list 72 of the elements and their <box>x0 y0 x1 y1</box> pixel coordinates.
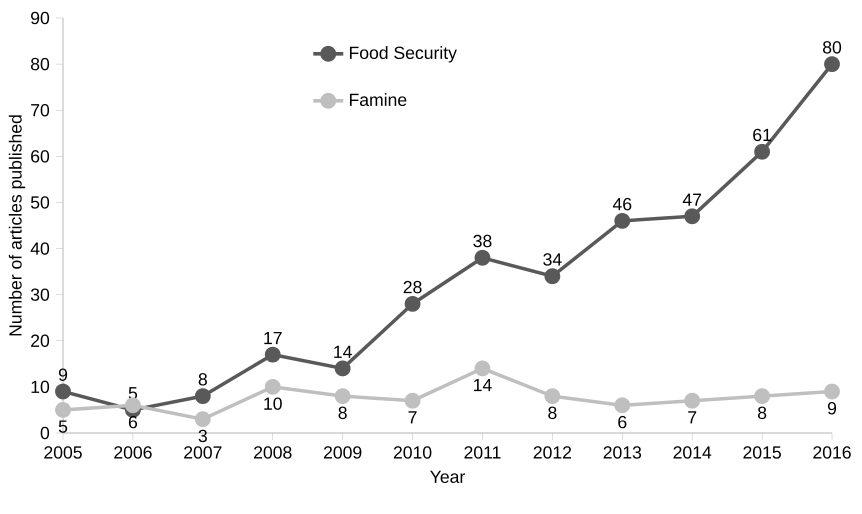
x-tick-label: 2015 <box>743 446 781 459</box>
data-label: 3 <box>198 430 207 442</box>
y-tick-label: 20 <box>31 334 50 347</box>
point <box>474 250 490 266</box>
point <box>824 384 840 400</box>
y-tick-label: 30 <box>30 288 50 301</box>
data-label: 10 <box>264 397 282 410</box>
x-tick-label: 2008 <box>254 446 292 459</box>
point <box>55 402 71 418</box>
y-axis-title: Number of articles published <box>8 115 26 336</box>
y-tick-label: 50 <box>30 196 50 209</box>
data-label: 34 <box>543 253 562 266</box>
point <box>474 360 490 376</box>
x-tick-label: 2009 <box>324 446 362 459</box>
data-label: 38 <box>473 234 492 248</box>
legend-label: Famine <box>350 93 406 106</box>
x-tick-label: 2005 <box>44 446 82 459</box>
data-label: 46 <box>612 198 632 210</box>
point <box>264 346 281 363</box>
point <box>404 296 420 312</box>
y-tick-label: 60 <box>31 150 50 163</box>
data-label: 9 <box>828 402 836 414</box>
point <box>754 388 770 404</box>
point <box>404 392 420 409</box>
data-label: 8 <box>758 406 766 420</box>
point <box>824 56 840 72</box>
data-label: 8 <box>548 406 556 420</box>
y-tick-label: 80 <box>31 58 50 70</box>
data-label: 47 <box>682 194 702 206</box>
x-tick-label: 2012 <box>534 446 572 459</box>
data-label: 6 <box>618 416 626 428</box>
data-label: 28 <box>404 280 422 294</box>
point <box>684 208 700 224</box>
point <box>684 392 700 409</box>
y-tick-label: 10 <box>32 380 50 394</box>
x-tick-label: 2010 <box>394 446 432 459</box>
data-label: 80 <box>823 41 842 54</box>
data-label: 14 <box>474 378 492 392</box>
data-label: 6 <box>128 416 138 428</box>
y-tick-label: 40 <box>30 242 50 255</box>
point <box>55 384 71 400</box>
y-tick-label: 0 <box>40 426 50 440</box>
point <box>544 268 560 284</box>
data-label: 61 <box>753 128 772 142</box>
data-label: 7 <box>408 411 417 424</box>
y-tick-label: 70 <box>31 104 50 116</box>
data-label: 8 <box>198 373 207 386</box>
x-tick-label: 2011 <box>464 446 501 459</box>
point <box>614 212 630 229</box>
data-label: 14 <box>334 346 352 358</box>
legend-label: Food Security <box>350 46 457 63</box>
x-tick-label: 2006 <box>114 446 152 459</box>
x-tick-label: 2016 <box>813 446 851 459</box>
data-label: 7 <box>688 411 696 424</box>
x-axis-title: Year <box>430 470 465 483</box>
point <box>754 144 770 160</box>
point <box>194 388 211 404</box>
x-tick-label: 2014 <box>674 446 712 459</box>
point <box>194 411 211 428</box>
point <box>334 360 351 376</box>
point <box>264 378 281 395</box>
data-label: 8 <box>338 406 347 420</box>
point <box>125 397 141 414</box>
data-label: 9 <box>58 368 68 381</box>
point <box>544 388 560 404</box>
data-label: 5 <box>58 420 68 433</box>
y-tick-label: 90 <box>31 12 50 24</box>
x-tick-label: 2007 <box>184 446 222 459</box>
point <box>334 388 351 404</box>
point <box>614 397 630 414</box>
x-tick-label: 2013 <box>604 446 642 459</box>
data-label: 17 <box>264 332 282 344</box>
